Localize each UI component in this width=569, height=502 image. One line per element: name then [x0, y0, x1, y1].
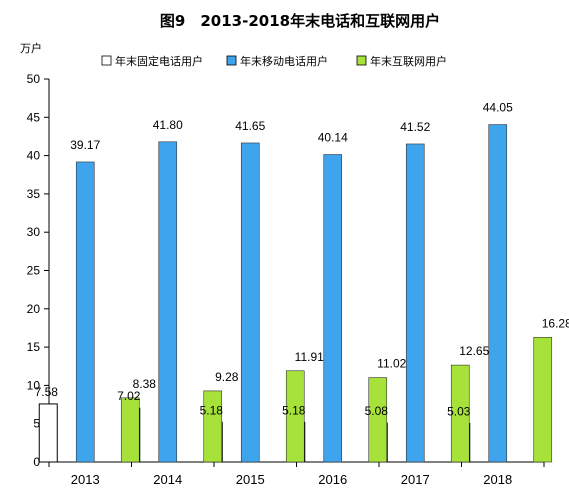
y-tick-label: 20 — [27, 302, 41, 316]
x-tick-label: 2018 — [483, 472, 512, 487]
data-label: 41.65 — [235, 119, 265, 133]
data-label: 41.52 — [400, 120, 430, 134]
data-label: 41.80 — [153, 118, 183, 132]
legend-swatch — [101, 55, 112, 66]
data-labels-group: 7.58 7.02 5.18 5.18 5.08 5.03 39.17 41.80 41.65 4… — [35, 101, 569, 419]
data-label: 7.02 — [117, 389, 141, 403]
bar-internet-2015 — [285, 370, 305, 463]
data-label: 16.28 — [542, 316, 569, 330]
bar-mobile-phone-2015 — [240, 142, 260, 463]
y-tick-label: 45 — [27, 110, 41, 124]
bar-mobile-phone-2014 — [158, 141, 178, 463]
x-tick-label: 2017 — [401, 472, 430, 487]
bar-internet-2014 — [203, 390, 223, 463]
bar-mobile-phone-2017 — [405, 143, 425, 463]
legend-entry: 年末互联网用户 — [370, 54, 447, 68]
legend-entry: 年末固定电话用户 — [115, 54, 203, 68]
data-label: 11.02 — [377, 357, 406, 371]
data-label: 8.38 — [133, 377, 157, 391]
data-label: 12.65 — [459, 344, 489, 358]
data-label: 44.05 — [483, 101, 513, 115]
data-label: 9.28 — [215, 370, 239, 384]
y-tick-label: 25 — [27, 264, 41, 278]
y-tick-label: 30 — [27, 225, 41, 239]
chart-title: 图9 2013-2018年末电话和互联网用户 — [160, 12, 440, 30]
data-label: 7.58 — [35, 385, 59, 399]
bar-mobile-phone-2018 — [488, 124, 508, 463]
bar-fixed-phone-2013 — [38, 403, 58, 463]
y-tick-label: 35 — [27, 187, 41, 201]
bar-mobile-phone-2013 — [75, 161, 95, 463]
data-label: 40.14 — [318, 131, 348, 145]
y-axis-unit-label: 万户 — [20, 41, 42, 55]
x-tick-label: 2015 — [236, 472, 265, 487]
x-axis: 2013 2014 2015 2016 2017 2018 — [48, 461, 545, 487]
legend: 年末固定电话用户 年末移动电话用户 年末互联网用户 — [101, 54, 447, 68]
x-tick-label: 2016 — [318, 472, 347, 487]
data-label: 5.18 — [282, 403, 306, 417]
bar-internet-2018 — [533, 336, 553, 463]
bars-group — [38, 124, 553, 463]
data-label: 5.03 — [447, 404, 471, 418]
y-tick-label: 0 — [33, 455, 40, 469]
data-label: 5.08 — [365, 404, 389, 418]
y-tick-label: 10 — [27, 378, 41, 392]
y-tick-label: 40 — [27, 149, 41, 163]
bar-internet-2016 — [368, 377, 388, 463]
bar-internet-2017 — [450, 364, 470, 463]
bar-internet-2013 — [120, 397, 140, 463]
y-tick-label: 50 — [27, 72, 41, 86]
legend-swatch — [356, 55, 367, 66]
legend-swatch — [226, 55, 237, 66]
legend-entry: 年末移动电话用户 — [240, 54, 328, 68]
y-tick-label: 5 — [33, 417, 40, 431]
data-label: 11.91 — [295, 350, 324, 364]
data-label: 5.18 — [200, 403, 224, 417]
bar-mobile-phone-2016 — [323, 154, 343, 463]
x-tick-label: 2014 — [153, 472, 182, 487]
data-label: 39.17 — [70, 138, 100, 152]
x-tick-label: 2013 — [71, 472, 100, 487]
y-tick-label: 15 — [27, 340, 41, 354]
y-axis: 0 5 10 15 20 25 30 35 40 45 50 — [27, 72, 50, 469]
